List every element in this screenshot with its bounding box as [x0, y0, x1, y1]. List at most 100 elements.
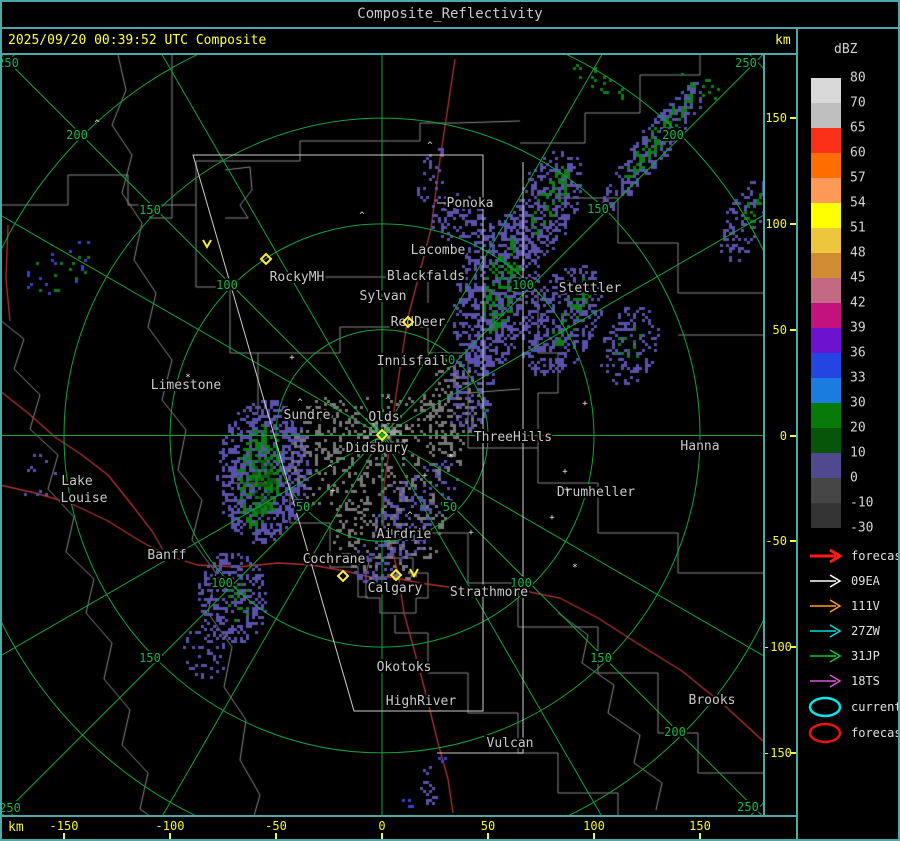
- map-top-border: [0, 53, 797, 55]
- radar-echo-layer: [0, 55, 763, 816]
- bottom-axis-tick: [593, 833, 595, 839]
- scale-tick-label: 39: [850, 320, 866, 336]
- scale-tick-label: -30: [850, 520, 874, 536]
- legend-arrow-forecast: forecast: [798, 544, 900, 568]
- bottom-axis: km -150 -100 -50 0 50 100 150: [0, 816, 796, 841]
- right-axis-unit: km: [775, 33, 791, 48]
- bottom-axis-tick-label: 100: [583, 819, 605, 833]
- scale-swatch-70: [811, 103, 841, 128]
- scale-swatch-10: [811, 453, 841, 478]
- bottom-axis-tick: [63, 833, 65, 839]
- right-axis-tick: [790, 328, 796, 331]
- scale-tick-label: 80: [850, 70, 866, 86]
- legend-arrow-31jp-label: 31JP: [851, 649, 880, 663]
- scale-swatch-57: [811, 178, 841, 203]
- bottom-axis-tick: [699, 833, 701, 839]
- bottom-axis-tick-label: -150: [49, 819, 79, 833]
- right-axis-tick-label: 100: [765, 216, 787, 231]
- legend-arrow-27zw: 27ZW: [798, 619, 900, 643]
- window-title: Composite_Reflectivity: [357, 6, 543, 22]
- scale-swatch-36: [811, 353, 841, 378]
- legend-arrow-27zw-label: 27ZW: [851, 624, 880, 638]
- scale-swatch-54: [811, 203, 841, 228]
- scale-tick-label: -10: [850, 495, 874, 511]
- legend-ellipse-forecast: forecast: [798, 721, 900, 745]
- bottom-axis-tick-label: 50: [480, 819, 496, 833]
- scale-tick-label: 54: [850, 195, 866, 211]
- legend-arrow-09ea: 09EA: [798, 569, 900, 593]
- radar-map-viewport[interactable]: 250 200 150 100 250 200 150 100 50 50 100 150 250 50 1…: [0, 55, 763, 816]
- scale-swatch-48: [811, 253, 841, 278]
- scale-swatch-51: [811, 228, 841, 253]
- frame-bottom: [0, 839, 900, 841]
- scale-swatch-65: [811, 128, 841, 153]
- scale-swatch-0: [811, 478, 841, 503]
- window-titlebar: Composite_Reflectivity: [0, 2, 900, 26]
- right-axis-tick: [790, 751, 796, 754]
- scale-swatch-33: [811, 378, 841, 403]
- right-axis-tick-label: -50: [765, 534, 787, 549]
- legend-arrow-18ts: 18TS: [798, 669, 900, 693]
- scale-tick-label: 20: [850, 420, 866, 436]
- legend-arrow-18ts-symbol: [808, 669, 846, 697]
- map-right-border: [763, 53, 765, 817]
- timestamp: 2025/09/20 00:39:52 UTC Composite: [8, 33, 267, 48]
- scale-tick-label: 48: [850, 245, 866, 261]
- map-bottom-border: [0, 815, 797, 817]
- right-axis-tick: [790, 434, 796, 437]
- legend-ellipse-forecast-label: forecast: [851, 726, 900, 740]
- scale-swatch-39: [811, 328, 841, 353]
- legend-arrow-111v-symbol: [808, 594, 846, 622]
- right-axis-tick: [790, 222, 796, 225]
- legend-ellipse-forecast-symbol: [808, 721, 846, 749]
- legend-arrow-forecast-symbol: [808, 544, 846, 572]
- legend-arrow-27zw-symbol: [808, 619, 846, 647]
- scale-swatch-80: [811, 78, 841, 103]
- legend-arrow-111v: 111V: [798, 594, 900, 618]
- legend-arrow-09ea-label: 09EA: [851, 574, 880, 588]
- panel-divider: [796, 27, 798, 841]
- side-panel: dBZ 80 70 65 60 57 54 51 48 45 42 39 36 33 30 20 10 0 -10…: [798, 28, 900, 841]
- right-axis-tick: [790, 540, 796, 543]
- legend-ellipse-current: current: [798, 695, 900, 719]
- bottom-axis-tick: [487, 833, 489, 839]
- legend-arrow-18ts-label: 18TS: [851, 674, 880, 688]
- legend-arrow-111v-label: 111V: [851, 599, 880, 613]
- frame-title-bottom: [0, 27, 900, 29]
- right-axis-tick-label: 50: [772, 322, 787, 337]
- scale-title: dBZ: [834, 42, 858, 57]
- scale-tick-label: 42: [850, 295, 866, 311]
- scale-swatch--10: [811, 503, 841, 528]
- frame-top: [0, 0, 900, 2]
- right-axis: 150 100 50 0 -50 -100 -150: [763, 55, 796, 816]
- bottom-axis-tick: [275, 833, 277, 839]
- right-axis-tick: [790, 117, 796, 120]
- legend-ellipse-current-symbol: [808, 695, 846, 723]
- scale-tick-label: 36: [850, 345, 866, 361]
- scale-swatch-20: [811, 428, 841, 453]
- scale-tick-label: 57: [850, 170, 866, 186]
- scale-tick-label: 30: [850, 395, 866, 411]
- scale-swatch-30: [811, 403, 841, 428]
- right-axis-tick-label: -150: [763, 745, 792, 760]
- scale-tick-label: 10: [850, 445, 866, 461]
- right-axis-tick-label: -100: [763, 640, 792, 655]
- legend-arrow-forecast-label: forecast: [851, 549, 900, 563]
- bottom-axis-tick: [381, 833, 383, 839]
- bottom-axis-tick: [169, 833, 171, 839]
- frame-left: [0, 0, 2, 841]
- scale-tick-label: 45: [850, 270, 866, 286]
- scale-tick-label: 60: [850, 145, 866, 161]
- scale-swatch-42: [811, 303, 841, 328]
- right-axis-tick: [790, 646, 796, 649]
- scale-swatch-60: [811, 153, 841, 178]
- right-axis-tick-label: 0: [779, 428, 787, 443]
- legend-arrow-09ea-symbol: [808, 569, 846, 597]
- scale-tick-label: 70: [850, 95, 866, 111]
- bottom-axis-tick-label: 0: [378, 819, 386, 833]
- scale-tick-label: 65: [850, 120, 866, 136]
- scale-tick-label: 33: [850, 370, 866, 386]
- legend-ellipse-current-label: current: [851, 700, 900, 714]
- right-axis-tick-label: 150: [765, 111, 787, 126]
